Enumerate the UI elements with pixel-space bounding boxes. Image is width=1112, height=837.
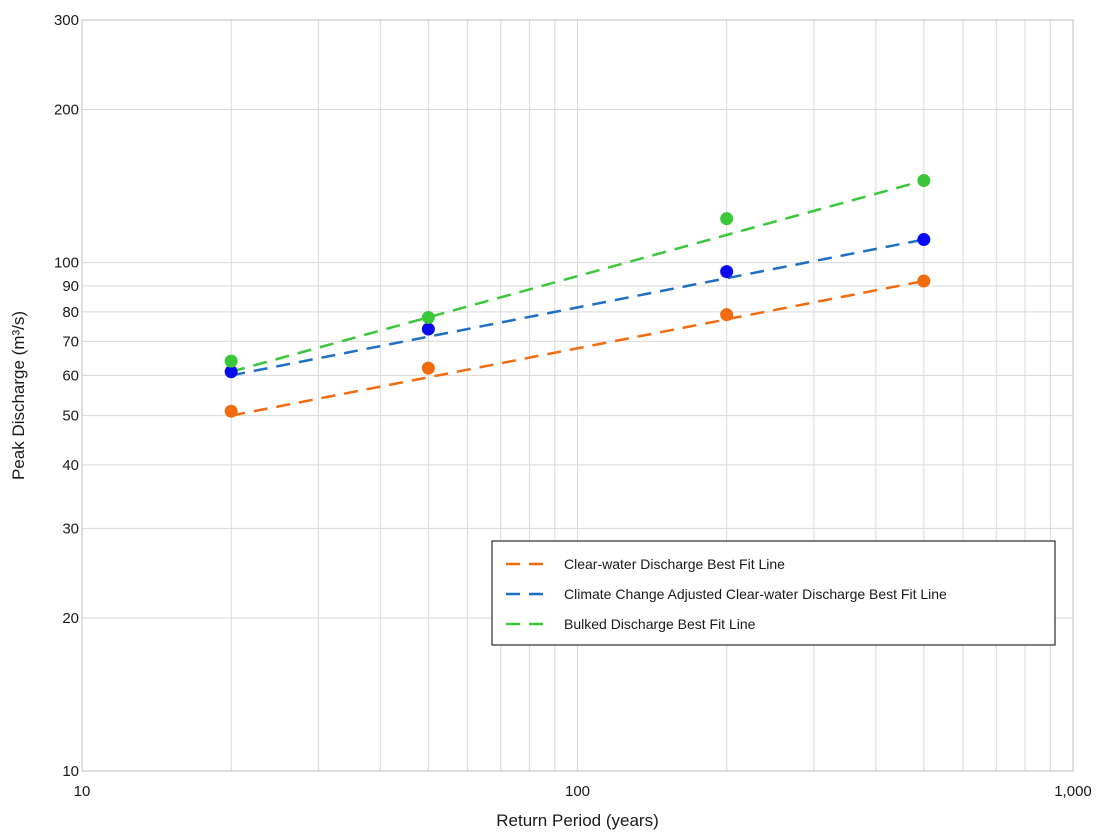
data-point	[917, 174, 931, 188]
y-tick-label: 60	[62, 367, 79, 384]
data-point	[224, 404, 238, 418]
y-tick-label: 20	[62, 610, 79, 627]
x-tick-labels: 10 100 1,000	[74, 783, 1092, 800]
y-tick-label: 50	[62, 408, 79, 425]
grid	[82, 20, 1073, 771]
legend-box	[491, 540, 1056, 646]
data-point	[917, 233, 931, 247]
best-fit-line	[230, 279, 925, 417]
y-axis-title: Peak Discharge (m³/s)	[9, 311, 28, 480]
data-point	[720, 265, 734, 279]
data-point	[421, 322, 435, 336]
fit-lines	[230, 179, 925, 417]
data-point	[224, 365, 238, 379]
legend: Clear-water Discharge Best Fit Line Clima…	[491, 540, 1056, 646]
y-tick-label: 10	[62, 763, 79, 780]
legend-label: Climate Change Adjusted Clear-water Disc…	[564, 586, 947, 602]
x-tick-label: 1,000	[1054, 783, 1092, 800]
data-point	[224, 354, 238, 368]
y-tick-labels: 10 20 30 40 50 60 70 80 90 100 200 300	[54, 12, 79, 780]
data-point	[421, 361, 435, 375]
data-point	[720, 212, 734, 226]
best-fit-line	[230, 179, 925, 373]
y-tick-label: 90	[62, 278, 79, 295]
y-tick-label: 40	[62, 457, 79, 474]
legend-label: Clear-water Discharge Best Fit Line	[564, 556, 785, 572]
best-fit-line	[230, 238, 925, 377]
data-points	[224, 174, 931, 418]
data-point	[421, 310, 435, 324]
y-tick-label: 70	[62, 333, 79, 350]
y-tick-label: 200	[54, 102, 79, 119]
data-point	[720, 308, 734, 322]
y-tick-label: 100	[54, 255, 79, 272]
x-axis-title: Return Period (years)	[496, 811, 659, 830]
plot-area	[81, 19, 1074, 772]
legend-label: Bulked Discharge Best Fit Line	[564, 616, 756, 632]
y-tick-label: 30	[62, 520, 79, 537]
x-tick-label: 100	[565, 783, 590, 800]
y-tick-label: 300	[54, 12, 79, 29]
data-point	[917, 274, 931, 288]
y-tick-label: 80	[62, 304, 79, 321]
x-tick-label: 10	[74, 783, 91, 800]
